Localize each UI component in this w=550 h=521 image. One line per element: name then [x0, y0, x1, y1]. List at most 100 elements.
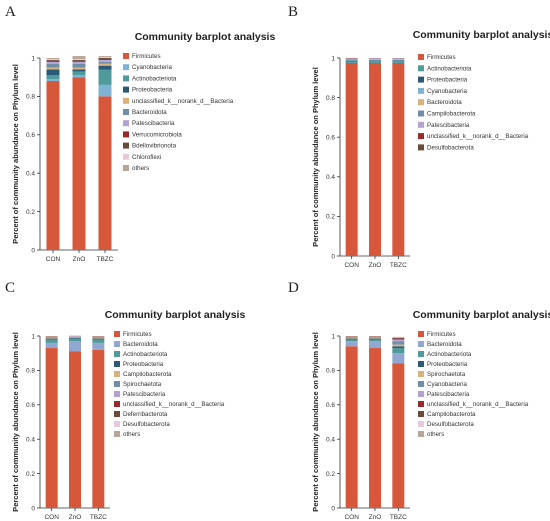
x-tick-label: CON [344, 262, 359, 269]
legend-entry: Verrucomicrobiota [132, 131, 182, 138]
bar-segment [72, 61, 86, 64]
bar-segment [92, 338, 105, 339]
bar-segment [98, 59, 112, 62]
chart-title: Community barplot analysis [413, 29, 550, 41]
bar-segment [392, 337, 405, 339]
legend-swatch [418, 351, 424, 357]
legend-entry: Patescibacteria [427, 122, 470, 129]
legend: Firmicutes Bacteroidota Actinobacteriota Pr… [114, 331, 225, 438]
legend-entry: Bacteroidota [427, 99, 462, 106]
legend-swatch [114, 361, 120, 367]
legend-swatch [123, 97, 129, 104]
legend-entry: Bdellovibrionota [132, 143, 177, 150]
bar-segment [46, 79, 60, 82]
legend-swatch [123, 142, 129, 149]
bar-segment [98, 63, 112, 66]
bar-segment [72, 60, 86, 62]
bar-segment [46, 63, 60, 68]
legend: Firmicutes Cyanobacteria Actinobacteriota P… [123, 53, 234, 172]
bar-stack-con [345, 336, 358, 508]
legend-swatch [114, 411, 120, 417]
bar-segment [72, 71, 86, 76]
panel-letter: C [5, 280, 15, 296]
bar-segment [72, 69, 86, 72]
bar-segment [345, 61, 358, 63]
y-tick-label: 0.8 [26, 368, 35, 375]
legend-entry: Spirochaetota [427, 371, 466, 378]
bar-segment [98, 57, 112, 58]
y-tick-label: 0.6 [26, 132, 35, 139]
legend-swatch [418, 87, 424, 94]
legend-entry: Patescibacteria [427, 391, 470, 398]
bar-segment [69, 337, 81, 338]
bar-segment [98, 58, 112, 60]
legend-entry: Firmicutes [427, 54, 456, 61]
bar-segment [345, 337, 358, 338]
legend-entry: Desulfobacterota [123, 421, 170, 428]
bar-segment [369, 339, 381, 342]
legend-entry: Bacteroidota [427, 341, 462, 348]
bar-segment [46, 60, 60, 62]
legend-swatch [123, 75, 129, 82]
bar-segment [345, 62, 358, 257]
bar-segment [392, 59, 405, 61]
bar-segment [45, 339, 58, 343]
legend-swatch [418, 361, 424, 367]
x-tick-label: ZnO [369, 514, 382, 521]
panel-letter: B [288, 4, 298, 20]
chart-title: Community barplot analysis [105, 309, 246, 321]
legend-swatch [123, 120, 129, 127]
chart-panel-b: B Community barplot analysis Percent of co… [288, 4, 550, 269]
bar-segment [45, 348, 58, 508]
legend-swatch [418, 431, 424, 437]
bar-segment [98, 84, 112, 97]
legend-entry: unclassified_k__norank_d__Bacteria [132, 98, 234, 105]
legend-entry: Deferribacterota [123, 411, 168, 418]
panel-letter: A [5, 4, 16, 20]
y-tick-label: 1 [31, 55, 35, 62]
bar-segment [72, 59, 86, 61]
bar-segment [345, 60, 358, 62]
bar-segment [345, 337, 358, 339]
legend-entry: Firmicutes [132, 53, 161, 60]
bar-segment [46, 59, 60, 61]
bar-segment [72, 67, 86, 70]
legend-swatch [418, 391, 424, 397]
bar-segment [46, 61, 60, 64]
bar-segment [392, 348, 405, 354]
bar-segment [369, 337, 381, 338]
y-tick-label: 0.6 [326, 135, 335, 142]
bar-segment [392, 346, 405, 349]
bar-segment [345, 339, 358, 342]
bar-segment [369, 338, 381, 340]
bar-segment [92, 337, 105, 338]
bar-segment [92, 338, 105, 340]
legend-entry: Proteobacteria [427, 361, 468, 368]
legend-swatch [114, 371, 120, 377]
legend-entry: others [123, 431, 140, 438]
legend-swatch [418, 371, 424, 377]
legend-swatch [418, 381, 424, 387]
bar-segment [46, 67, 60, 70]
bar-segment [46, 58, 60, 60]
bar-segment [369, 348, 381, 508]
bar-stack-zno [369, 58, 381, 257]
legend-entry: Firmicutes [427, 331, 456, 338]
legend-swatch [418, 341, 424, 347]
bar-segment [345, 346, 358, 508]
bar-segment [92, 337, 105, 339]
x-tick-label: TBZC [390, 514, 407, 521]
bar-segment [69, 338, 81, 342]
legend-swatch [114, 421, 120, 427]
y-tick-label: 0.2 [26, 471, 35, 478]
x-tick-label: CON [46, 256, 61, 263]
chart-panel-d: D Community barplot analysis Percent of co… [288, 280, 550, 521]
y-tick-label: 0 [31, 247, 35, 254]
legend-swatch [418, 99, 424, 106]
bar-stack-tbzc [392, 336, 405, 508]
bar-segment [369, 60, 381, 63]
y-tick-label: 0.2 [26, 209, 35, 216]
y-axis-label: Percent of community abundance on Phylum… [11, 64, 20, 244]
bar-segment [369, 60, 381, 61]
legend-swatch [123, 153, 129, 160]
